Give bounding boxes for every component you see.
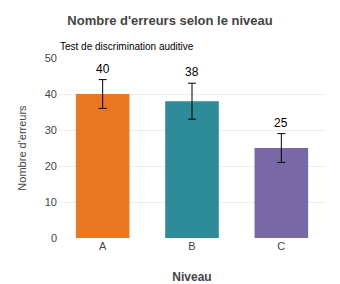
svg-text:30: 30: [45, 124, 57, 136]
svg-text:40: 40: [45, 88, 57, 100]
svg-text:Niveau: Niveau: [172, 270, 211, 284]
svg-text:Nombre d'erreurs selon le nive: Nombre d'erreurs selon le niveau: [67, 13, 272, 28]
svg-text:10: 10: [45, 196, 57, 208]
svg-text:40: 40: [96, 62, 110, 76]
svg-text:A: A: [99, 240, 107, 252]
svg-text:Nombre d'erreurs: Nombre d'erreurs: [16, 105, 28, 191]
svg-text:20: 20: [45, 160, 57, 172]
svg-text:C: C: [277, 240, 285, 252]
svg-text:38: 38: [185, 65, 199, 79]
svg-text:50: 50: [45, 52, 57, 64]
svg-text:Test de discrimination auditiv: Test de discrimination auditive: [60, 41, 194, 52]
svg-text:B: B: [188, 240, 195, 252]
svg-text:25: 25: [274, 116, 288, 130]
svg-text:0: 0: [51, 232, 57, 244]
